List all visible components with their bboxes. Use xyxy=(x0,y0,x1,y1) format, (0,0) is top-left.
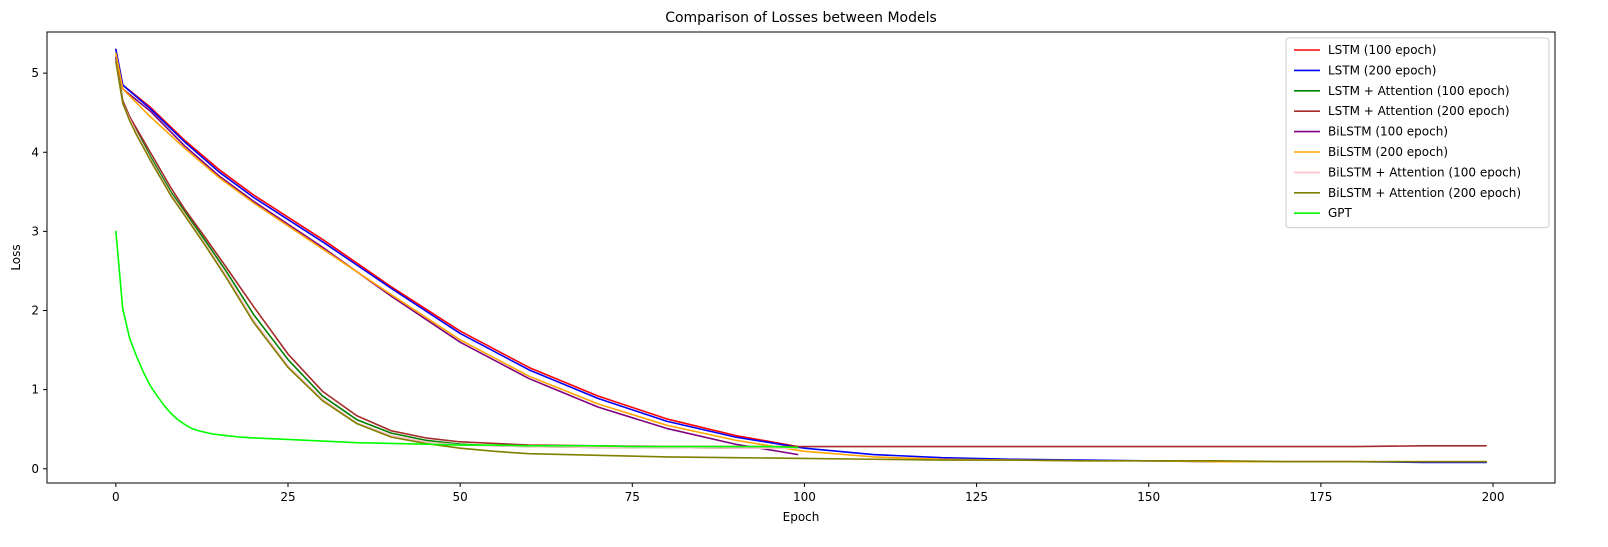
legend-entry: BiLSTM (200 epoch) xyxy=(1328,145,1448,159)
series-lines xyxy=(115,48,1487,464)
x-axis-label: Epoch xyxy=(783,510,820,524)
x-tick-label: 50 xyxy=(453,490,468,504)
x-tick-label: 150 xyxy=(1137,490,1160,504)
x-tick-label: 125 xyxy=(965,490,988,504)
legend-entry: BiLSTM (100 epoch) xyxy=(1328,125,1448,139)
y-tick-label: 3 xyxy=(31,224,39,238)
legend-entry: GPT xyxy=(1328,206,1353,220)
plot-area: 0 25 50 75 100 125 150 175 200 0 1 2 3 4 5 xyxy=(31,31,1556,504)
series-line-8 xyxy=(115,230,799,449)
y-tick-label: 0 xyxy=(31,462,39,476)
y-tick-label: 2 xyxy=(31,304,39,318)
x-tick-label: 100 xyxy=(793,490,816,504)
legend: LSTM (100 epoch) LSTM (200 epoch) LSTM + A… xyxy=(1285,37,1550,229)
series-line-3 xyxy=(115,60,1487,448)
series-line-7 xyxy=(115,60,1487,463)
legend-entry: LSTM + Attention (100 epoch) xyxy=(1328,84,1510,98)
axes-frame xyxy=(46,31,1556,484)
chart-title: Comparison of Losses between Models xyxy=(665,10,937,26)
x-tick-label: 25 xyxy=(280,490,295,504)
x-tick-label: 0 xyxy=(112,490,120,504)
legend-box xyxy=(1285,37,1550,229)
y-axis-label: Loss xyxy=(9,244,23,270)
legend-entry: BiLSTM + Attention (100 epoch) xyxy=(1328,165,1521,179)
series-line-0 xyxy=(115,48,799,448)
x-tick-label: 175 xyxy=(1309,490,1332,504)
y-tick-label: 4 xyxy=(31,145,39,159)
series-line-6 xyxy=(115,60,799,449)
legend-entry: LSTM + Attention (200 epoch) xyxy=(1328,104,1510,118)
y-tick-label: 1 xyxy=(31,383,39,397)
legend-entry: BiLSTM + Attention (200 epoch) xyxy=(1328,186,1521,200)
x-tick-label: 75 xyxy=(625,490,640,504)
legend-entry: LSTM (100 epoch) xyxy=(1328,43,1436,57)
y-tick-label: 5 xyxy=(31,66,39,80)
x-tick-label: 200 xyxy=(1482,490,1505,504)
legend-entry: LSTM (200 epoch) xyxy=(1328,63,1436,77)
